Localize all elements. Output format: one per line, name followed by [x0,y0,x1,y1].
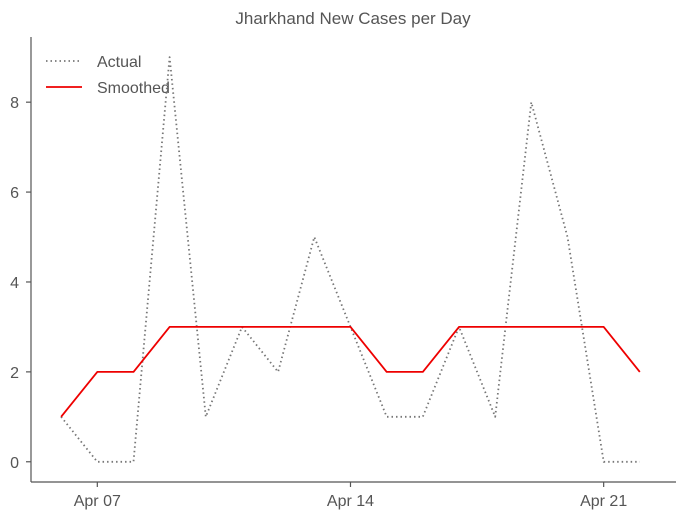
y-tick-label: 2 [10,365,19,382]
y-tick-label: 4 [10,275,19,292]
y-tick-label: 6 [10,185,19,202]
x-tick-label: Apr 14 [327,493,374,510]
axes [30,37,676,483]
y-ticks: 0 2 4 6 8 [10,95,31,472]
series-layer [60,56,641,463]
x-tick-label: Apr 07 [74,493,121,510]
series-line-actual [60,56,640,463]
legend-label-smoothed: Smoothed [97,80,170,97]
x-ticks: Apr 07 Apr 14 Apr 21 [74,482,627,510]
legend: Actual Smoothed [46,54,170,97]
y-tick-label: 0 [10,455,19,472]
x-tick-label: Apr 21 [580,493,627,510]
legend-label-actual: Actual [97,54,141,71]
series-line-smoothed [60,325,641,418]
chart-title: Jharkhand New Cases per Day [235,9,471,28]
y-tick-label: 8 [10,95,19,112]
